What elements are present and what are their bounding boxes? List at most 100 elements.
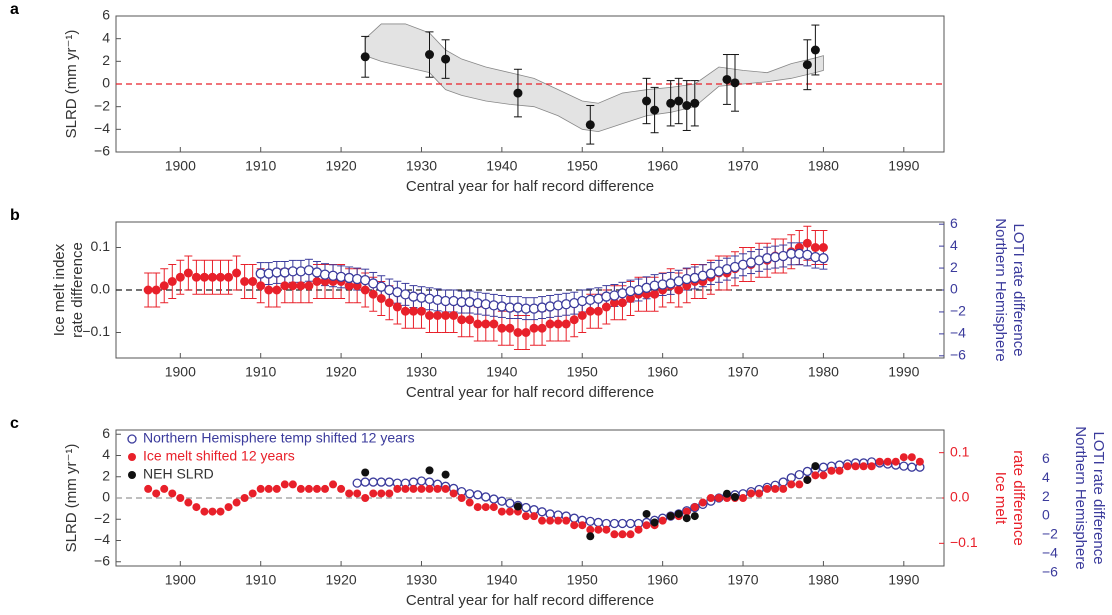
- data-point: [296, 281, 306, 291]
- x-tick-label: 1990: [888, 158, 919, 174]
- data-point: [722, 74, 732, 84]
- data-point: [585, 120, 595, 130]
- x-axis-label: Central year for half record difference: [406, 592, 654, 609]
- x-tick-label: 1970: [727, 572, 758, 588]
- data-point: [208, 507, 217, 516]
- data-point: [272, 285, 282, 295]
- x-tick-label: 1970: [727, 158, 758, 174]
- data-point: [803, 475, 812, 484]
- x-tick-label: 1980: [808, 364, 839, 380]
- data-point: [167, 277, 177, 286]
- data-point: [360, 52, 370, 62]
- data-point: [441, 484, 450, 493]
- data-point: [361, 468, 370, 477]
- data-point: [698, 498, 707, 507]
- data-point: [915, 457, 924, 466]
- y2-tick-label: −6: [950, 347, 966, 363]
- data-point: [553, 319, 563, 329]
- data-point: [160, 484, 169, 493]
- y-tick-label: 0.0: [91, 281, 111, 297]
- data-point: [345, 489, 354, 498]
- data-point: [538, 516, 547, 525]
- data-point: [392, 302, 402, 312]
- data-point: [272, 484, 281, 493]
- data-point: [682, 507, 691, 516]
- data-point: [730, 492, 739, 501]
- data-point: [625, 518, 636, 529]
- data-point: [207, 272, 217, 282]
- data-point: [569, 315, 579, 325]
- data-point: [505, 323, 515, 333]
- panel-label: c: [10, 415, 19, 432]
- data-point: [280, 281, 290, 291]
- y3-axis-label: Northern Hemisphere: [1072, 426, 1089, 569]
- x-tick-label: 1900: [165, 158, 196, 174]
- data-point: [674, 509, 683, 518]
- y-tick-label: 4: [102, 446, 110, 462]
- data-point: [802, 238, 812, 248]
- data-point: [593, 517, 603, 528]
- data-point: [811, 471, 820, 480]
- data-point: [827, 466, 836, 475]
- data-point: [385, 489, 394, 498]
- data-point: [369, 489, 378, 498]
- data-point: [626, 530, 635, 539]
- data-point: [585, 516, 595, 527]
- data-point: [851, 462, 860, 471]
- data-point: [690, 98, 700, 108]
- data-point: [682, 101, 692, 111]
- data-point: [176, 494, 185, 502]
- data-point: [755, 489, 764, 498]
- data-point: [907, 462, 917, 472]
- data-point: [441, 54, 451, 64]
- y-tick-label: 0: [102, 75, 110, 91]
- data-point: [562, 516, 571, 525]
- data-point: [554, 516, 563, 525]
- y-tick-label: 6: [102, 425, 110, 441]
- data-point: [650, 289, 660, 299]
- legend-marker: [128, 453, 136, 461]
- data-point: [618, 530, 627, 539]
- data-point: [481, 503, 490, 512]
- data-point: [666, 512, 675, 521]
- legend-marker: [128, 471, 136, 479]
- y2-tick-label: 4: [950, 237, 958, 253]
- data-point: [473, 503, 482, 512]
- y2-axis-label: rate difference: [1010, 450, 1027, 546]
- data-point: [843, 462, 852, 471]
- data-point: [457, 315, 467, 325]
- legend-marker: [127, 434, 137, 444]
- data-point: [674, 96, 684, 106]
- data-point: [586, 532, 595, 541]
- data-point: [175, 272, 185, 282]
- data-point: [473, 319, 483, 329]
- x-tick-label: 1910: [245, 158, 276, 174]
- y-tick-label: −4: [94, 120, 110, 136]
- x-tick-label: 1960: [647, 158, 678, 174]
- data-point: [304, 281, 314, 291]
- data-point: [408, 477, 419, 487]
- y2-tick-label: 6: [950, 215, 958, 231]
- x-tick-label: 1940: [486, 158, 517, 174]
- x-tick-label: 1990: [888, 572, 919, 588]
- data-point: [489, 319, 499, 329]
- data-point: [457, 494, 466, 502]
- legend-label: Northern Hemisphere temp shifted 12 year…: [143, 430, 415, 446]
- y3-tick-label: −4: [1042, 544, 1058, 560]
- data-point: [521, 512, 530, 521]
- data-point: [545, 319, 555, 329]
- data-point: [433, 484, 442, 493]
- data-point: [569, 513, 579, 523]
- data-point: [408, 306, 418, 316]
- data-point: [240, 277, 250, 286]
- data-point: [739, 494, 748, 502]
- data-point: [368, 477, 378, 487]
- data-point: [642, 96, 652, 106]
- data-point: [329, 480, 338, 489]
- data-point: [264, 285, 274, 295]
- x-tick-label: 1970: [727, 364, 758, 380]
- y-tick-label: 6: [102, 7, 110, 23]
- x-tick-label: 1930: [406, 364, 437, 380]
- data-point: [818, 462, 829, 472]
- data-point: [722, 489, 731, 498]
